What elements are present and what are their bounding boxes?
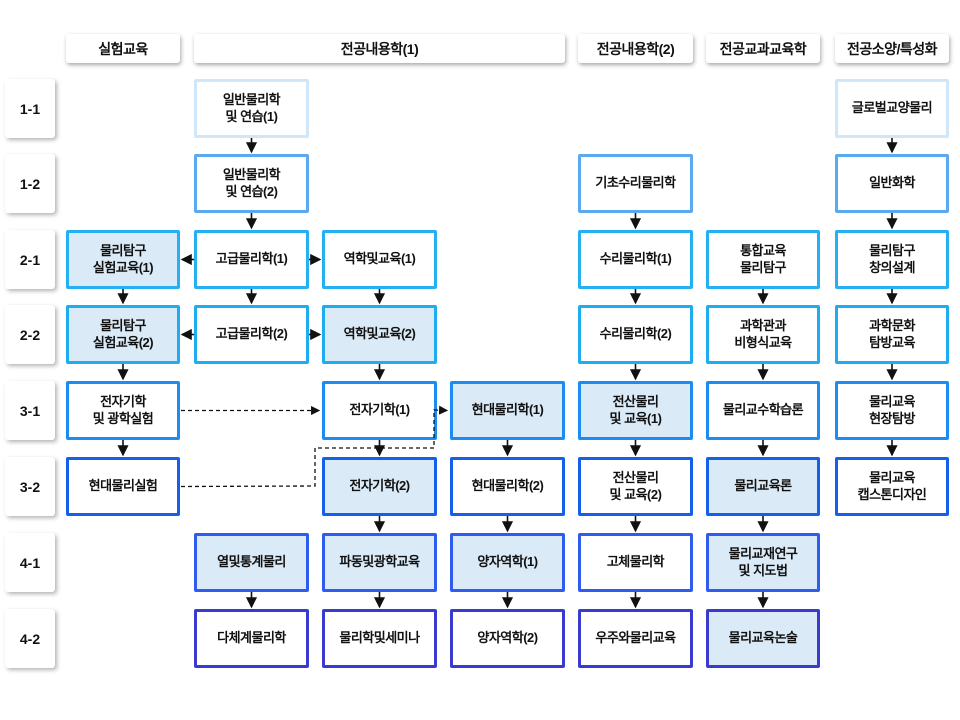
course-box-many-body-physics: 다체계물리학: [194, 609, 309, 668]
course-box-mechanics-education-2: 역학및교육(2): [322, 305, 437, 364]
course-box-basic-math-physics: 기초수리물리학: [578, 154, 693, 213]
column-header-major-content-1: 전공내용학(1): [194, 34, 565, 63]
course-box-physics-inquiry-lab-1: 물리탐구 실험교육(1): [66, 230, 180, 289]
semester-label-2-2: 2-2: [5, 305, 55, 364]
course-box-modern-physics-1: 현대물리학(1): [450, 381, 565, 440]
course-box-global-liberal-physics: 글로벌교양물리: [835, 79, 949, 138]
course-box-advanced-physics-2: 고급물리학(2): [194, 305, 309, 364]
course-box-solid-state-physics: 고체물리학: [578, 533, 693, 592]
course-box-electromagnetism-2: 전자기학(2): [322, 457, 437, 516]
course-box-math-physics-2: 수리물리학(2): [578, 305, 693, 364]
course-box-quantum-mechanics-1: 양자역학(1): [450, 533, 565, 592]
course-box-modern-physics-lab: 현대물리실험: [66, 457, 180, 516]
semester-label-1-2: 1-2: [5, 154, 55, 213]
semester-label-3-2: 3-2: [5, 457, 55, 516]
column-header-major-subject-pedagogy: 전공교과교육학: [706, 34, 820, 63]
course-box-computational-physics-1: 전산물리 및 교육(1): [578, 381, 693, 440]
course-box-math-physics-1: 수리물리학(1): [578, 230, 693, 289]
course-box-integrated-edu-inquiry: 통합교육 물리탐구: [706, 230, 820, 289]
column-header-experiment-education: 실험교육: [66, 34, 180, 63]
course-box-teaching-materials: 물리교재연구 및 지도법: [706, 533, 820, 592]
course-box-general-physics-1: 일반물리학 및 연습(1): [194, 79, 309, 138]
semester-label-4-1: 4-1: [5, 533, 55, 592]
course-box-mechanics-education-1: 역학및교육(1): [322, 230, 437, 289]
semester-label-3-1: 3-1: [5, 381, 55, 440]
course-box-physics-edu-essay: 물리교육논술: [706, 609, 820, 668]
course-box-electromagnetism-1: 전자기학(1): [322, 381, 437, 440]
course-box-thermal-statistical: 열및통계물리: [194, 533, 309, 592]
course-box-capstone-design: 물리교육 캡스톤디자인: [835, 457, 949, 516]
course-box-physics-education-theory: 물리교육론: [706, 457, 820, 516]
semester-label-4-2: 4-2: [5, 609, 55, 668]
course-box-physics-seminar: 물리학및세미나: [322, 609, 437, 668]
course-box-advanced-physics-1: 고급물리학(1): [194, 230, 309, 289]
course-box-computational-physics-2: 전산물리 및 교육(2): [578, 457, 693, 516]
course-box-science-culture-tour: 과학문화 탐방교육: [835, 305, 949, 364]
course-box-space-physics-education: 우주와물리교육: [578, 609, 693, 668]
course-box-science-museum-informal: 과학관과 비형식교육: [706, 305, 820, 364]
course-box-inquiry-creative-design: 물리탐구 창의설계: [835, 230, 949, 289]
semester-label-2-1: 2-1: [5, 230, 55, 289]
course-box-modern-physics-2: 현대물리학(2): [450, 457, 565, 516]
column-header-major-liberal-specialty: 전공소양/특성화: [835, 34, 949, 63]
semester-label-1-1: 1-1: [5, 79, 55, 138]
course-box-physics-inquiry-lab-2: 물리탐구 실험교육(2): [66, 305, 180, 364]
course-box-general-chemistry: 일반화학: [835, 154, 949, 213]
course-box-physics-teaching-learning: 물리교수학습론: [706, 381, 820, 440]
course-box-physics-edu-field-trip: 물리교육 현장탐방: [835, 381, 949, 440]
column-header-major-content-2: 전공내용학(2): [578, 34, 693, 63]
course-box-general-physics-2: 일반물리학 및 연습(2): [194, 154, 309, 213]
course-box-em-optics-lab: 전자기학 및 광학실험: [66, 381, 180, 440]
course-box-quantum-mechanics-2: 양자역학(2): [450, 609, 565, 668]
course-box-wave-optics-education: 파동및광학교육: [322, 533, 437, 592]
